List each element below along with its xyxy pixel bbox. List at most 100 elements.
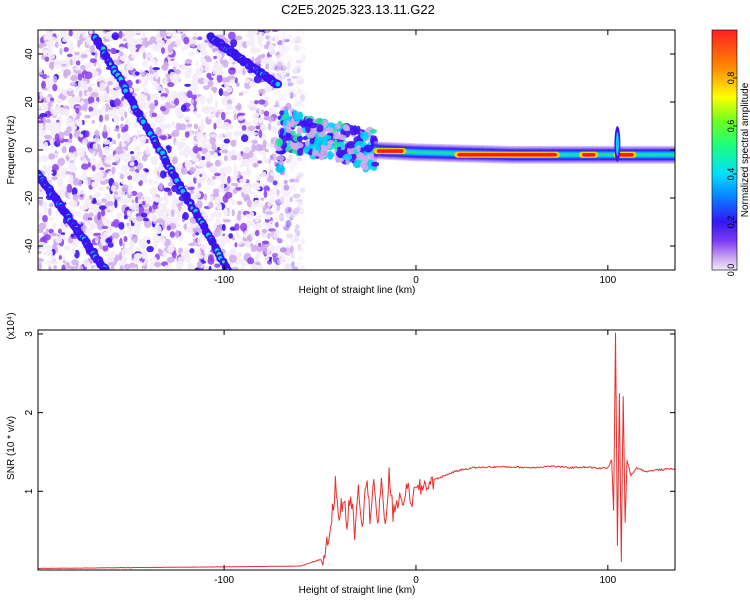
noise-blob	[102, 130, 108, 139]
noise-blob	[285, 213, 292, 218]
noise-blob	[110, 47, 117, 55]
noise-blob	[177, 256, 185, 264]
noise-blob	[274, 172, 280, 181]
track-outer	[100, 266, 109, 270]
noise-blob	[101, 154, 105, 163]
noise-blob	[60, 222, 66, 231]
noise-blob	[247, 199, 252, 208]
noise-blob	[162, 220, 166, 230]
noise-blob	[248, 73, 254, 77]
band-blob	[334, 123, 341, 130]
noise-blob	[119, 230, 127, 235]
noise-blob	[112, 112, 118, 118]
noise-blob	[48, 126, 52, 131]
noise-blob	[113, 98, 121, 107]
band-slice	[646, 145, 649, 164]
noise-blob	[196, 44, 205, 51]
noise-blob	[100, 198, 107, 203]
chart-title: C2E5.2025.323.13.11.G22	[281, 2, 435, 17]
noise-blob	[43, 234, 51, 241]
noise-blob	[82, 138, 87, 145]
noise-blob	[183, 36, 190, 45]
noise-blob	[156, 210, 165, 219]
colorbar-tick-label: 0.8	[726, 72, 736, 85]
noise-blob	[221, 111, 226, 121]
noise-blob	[221, 223, 226, 232]
band-slice	[640, 145, 643, 164]
noise-blob	[175, 38, 182, 47]
band-blob	[293, 113, 302, 122]
noise-blob	[284, 262, 290, 270]
noise-blob	[286, 265, 293, 269]
noise-blob	[291, 211, 297, 220]
noise-blob	[123, 215, 128, 220]
noise-blob	[241, 125, 247, 131]
noise-blob	[293, 76, 301, 83]
noise-blob	[209, 94, 213, 102]
noise-blob	[193, 111, 198, 115]
noise-blob	[77, 190, 85, 195]
snr-x-tick-label: -100	[214, 575, 234, 586]
noise-blob	[188, 51, 195, 57]
noise-blob	[51, 222, 57, 230]
noise-blob	[279, 53, 285, 57]
noise-blob	[103, 38, 110, 43]
noise-blob	[114, 254, 120, 262]
noise-blob	[218, 88, 224, 97]
band-blob	[368, 153, 376, 159]
noise-blob	[252, 162, 259, 168]
noise-blob	[212, 211, 217, 217]
noise-blob	[99, 237, 108, 244]
band-blob	[308, 122, 318, 129]
noise-blob	[118, 30, 123, 39]
noise-blob	[265, 211, 274, 215]
noise-blob	[70, 97, 76, 106]
noise-blob	[279, 212, 284, 222]
band-blob	[316, 124, 324, 133]
noise-blob	[70, 233, 75, 238]
noise-blob	[164, 101, 172, 110]
noise-blob	[38, 197, 43, 206]
noise-blob	[97, 159, 103, 167]
noise-blob	[120, 134, 129, 140]
noise-blob	[169, 231, 175, 238]
noise-blob	[295, 223, 300, 228]
noise-blob	[274, 34, 280, 43]
noise-blob	[63, 130, 71, 137]
band-slice	[421, 143, 425, 162]
noise-blob	[232, 188, 238, 194]
noise-blob	[263, 255, 270, 262]
noise-blob	[123, 98, 128, 106]
noise-blob	[45, 228, 49, 233]
noise-blob	[157, 30, 161, 35]
noise-blob	[87, 86, 93, 92]
noise-blob	[182, 212, 189, 221]
noise-blob	[277, 238, 283, 244]
noise-blob	[290, 160, 299, 169]
noise-blob	[274, 221, 279, 228]
noise-blob	[124, 30, 130, 37]
noise-blob	[206, 161, 211, 169]
noise-blob	[239, 164, 244, 168]
noise-blob	[213, 55, 218, 60]
noise-blob	[79, 205, 85, 212]
noise-blob	[246, 257, 255, 265]
noise-blob	[85, 62, 92, 70]
noise-blob	[240, 222, 248, 232]
noise-blob	[302, 51, 306, 59]
noise-blob	[184, 70, 192, 76]
noise-blob	[119, 238, 123, 247]
noise-blob	[82, 30, 87, 39]
band-blob	[346, 143, 355, 149]
noise-blob	[94, 130, 100, 136]
noise-blob	[196, 155, 202, 159]
noise-blob	[82, 103, 88, 112]
band-blob	[296, 136, 304, 142]
noise-blob	[129, 262, 136, 269]
band-slice	[414, 143, 417, 162]
band-blob	[327, 139, 335, 145]
noise-blob	[111, 232, 120, 239]
noise-blob	[283, 225, 290, 231]
noise-blob	[295, 199, 303, 203]
noise-blob	[61, 146, 67, 154]
